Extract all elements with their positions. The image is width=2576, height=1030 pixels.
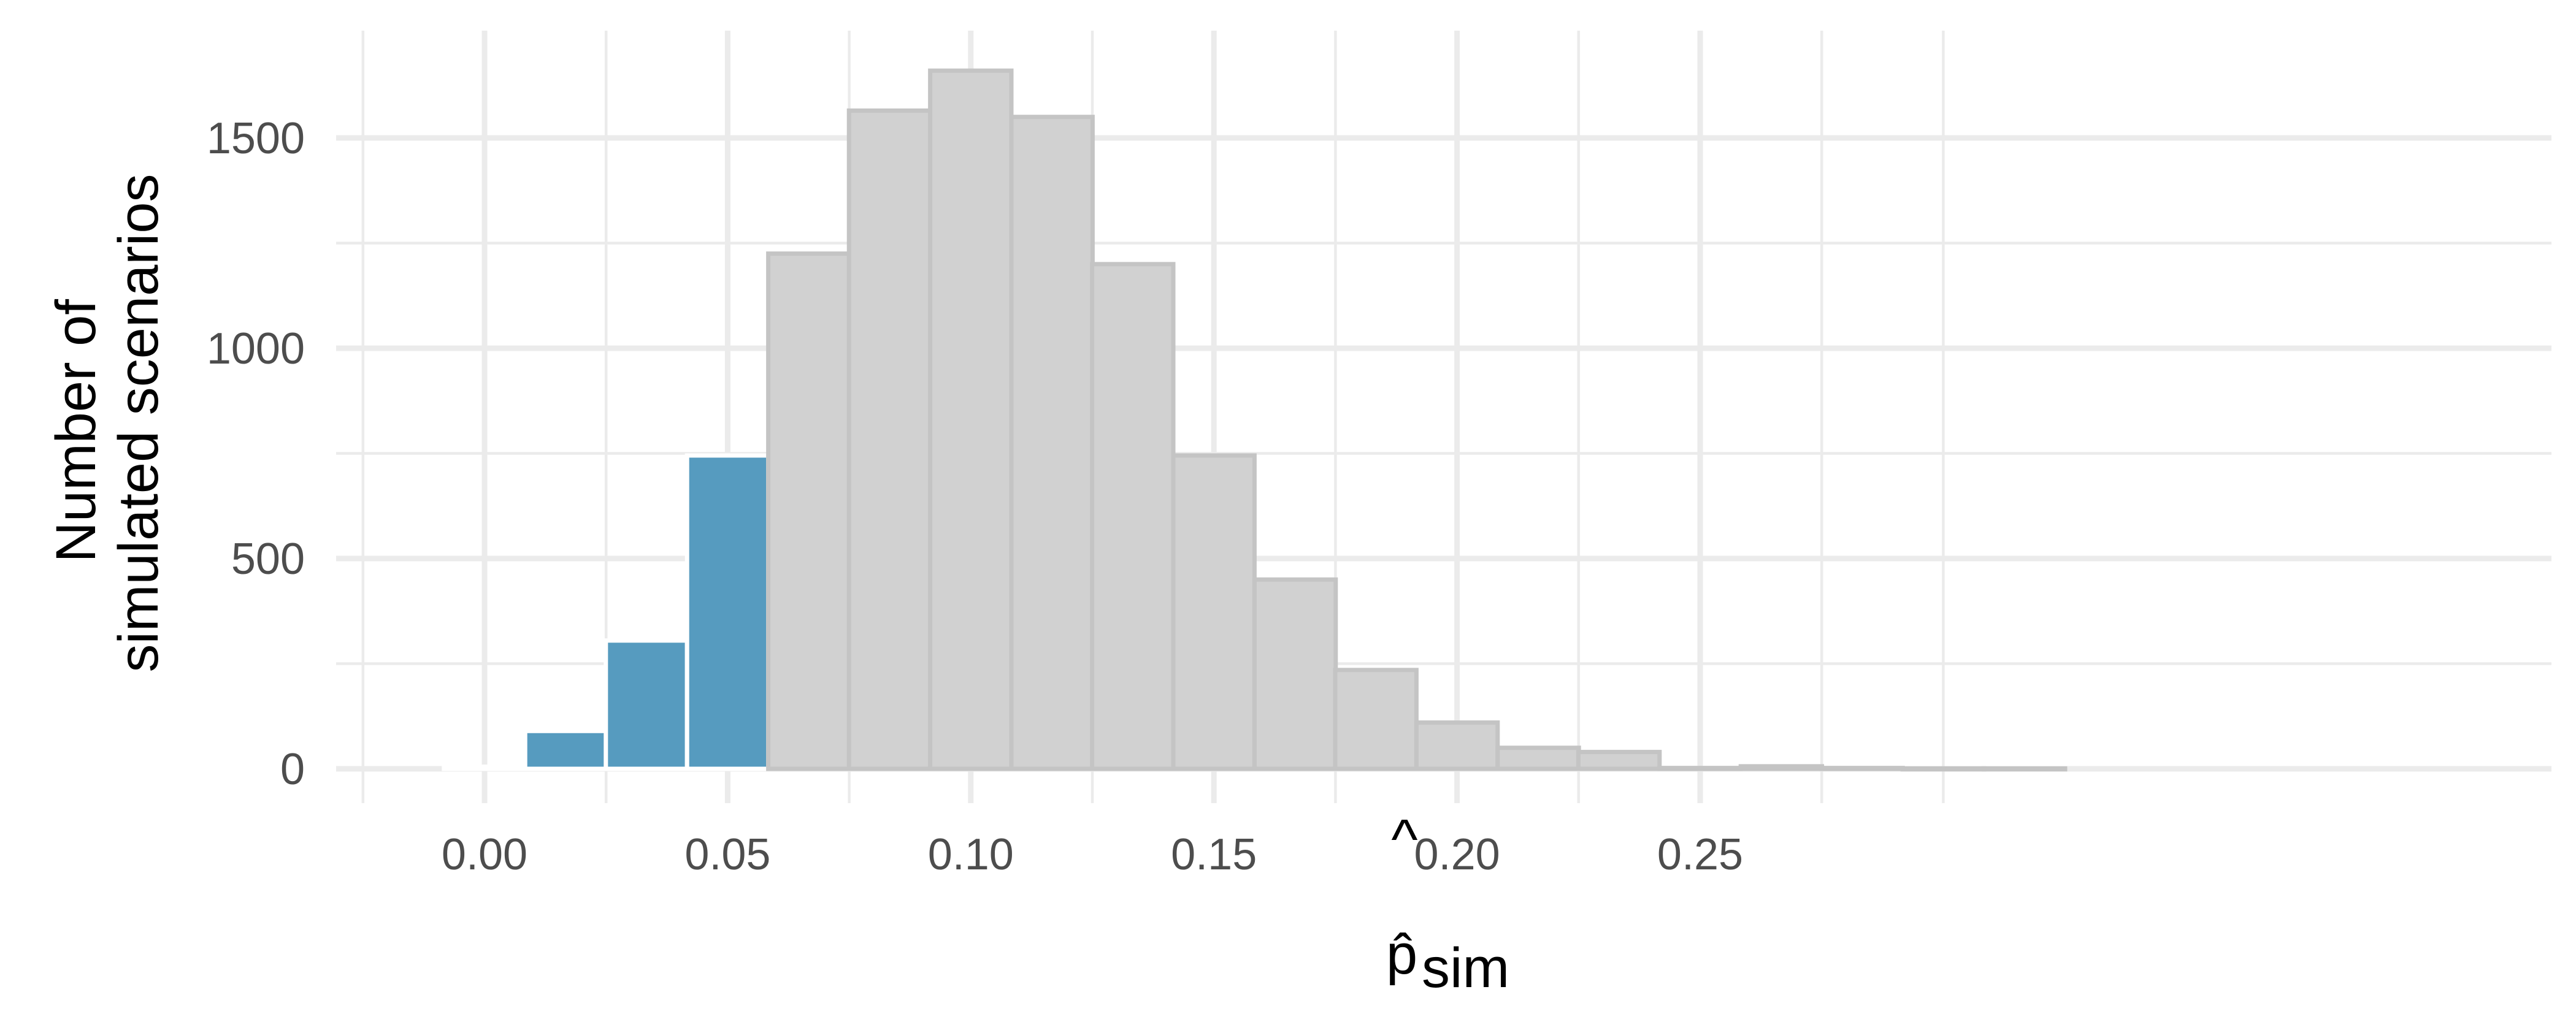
histogram-bar-10 — [1173, 456, 1254, 769]
histogram-bar-13 — [1416, 723, 1497, 769]
x-tick-label: 0.00 — [442, 830, 527, 879]
histogram-bar-7 — [930, 71, 1011, 769]
x-axis-title-subscript: sim — [1422, 937, 1509, 999]
y-axis-title: Number of simulated scenarios — [45, 174, 170, 672]
histogram-bar-5 — [769, 254, 849, 769]
y-axis-title-line-2: simulated scenarios — [107, 174, 170, 672]
histogram-bar-1 — [444, 767, 525, 769]
histogram-bar-19 — [1903, 768, 1984, 769]
y-axis-title-line-1: Number of — [45, 299, 107, 563]
y-tick-label: 1500 — [207, 114, 305, 163]
histogram-bar-2 — [525, 731, 606, 769]
y-tick-label: 1000 — [207, 324, 305, 373]
histogram-bar-8 — [1011, 117, 1092, 769]
histogram-bar-3 — [606, 641, 687, 769]
x-tick-label: 0.25 — [1657, 830, 1743, 879]
histogram-bar-17 — [1741, 766, 1822, 769]
x-axis-title-hat: ^ — [1391, 808, 1417, 871]
x-tick-label: 0.20 — [1414, 830, 1500, 879]
x-tick-label: 0.10 — [928, 830, 1014, 879]
y-axis-tick-labels: 0 500 1000 1500 — [207, 114, 305, 794]
x-tick-label: 0.15 — [1171, 830, 1257, 879]
histogram-bar-20 — [1984, 768, 2065, 769]
histogram-bar-12 — [1335, 670, 1416, 769]
x-tick-label: 0.05 — [684, 830, 770, 879]
histogram-bar-11 — [1254, 579, 1335, 769]
x-axis-tick-labels: 0.00 0.05 0.10 0.15 0.20 0.25 — [442, 830, 1743, 879]
histogram-bar-14 — [1498, 748, 1579, 769]
y-tick-label: 500 — [231, 535, 305, 584]
y-tick-label: 0 — [280, 745, 305, 794]
x-axis-title-main: p̂ — [1386, 923, 1417, 986]
histogram-bar-15 — [1578, 752, 1659, 769]
histogram-bar-6 — [849, 110, 930, 769]
histogram-bar-16 — [1660, 768, 1741, 769]
histogram-bar-9 — [1092, 264, 1173, 769]
histogram-bar-18 — [1822, 768, 1903, 769]
histogram-bar-4 — [687, 456, 768, 769]
